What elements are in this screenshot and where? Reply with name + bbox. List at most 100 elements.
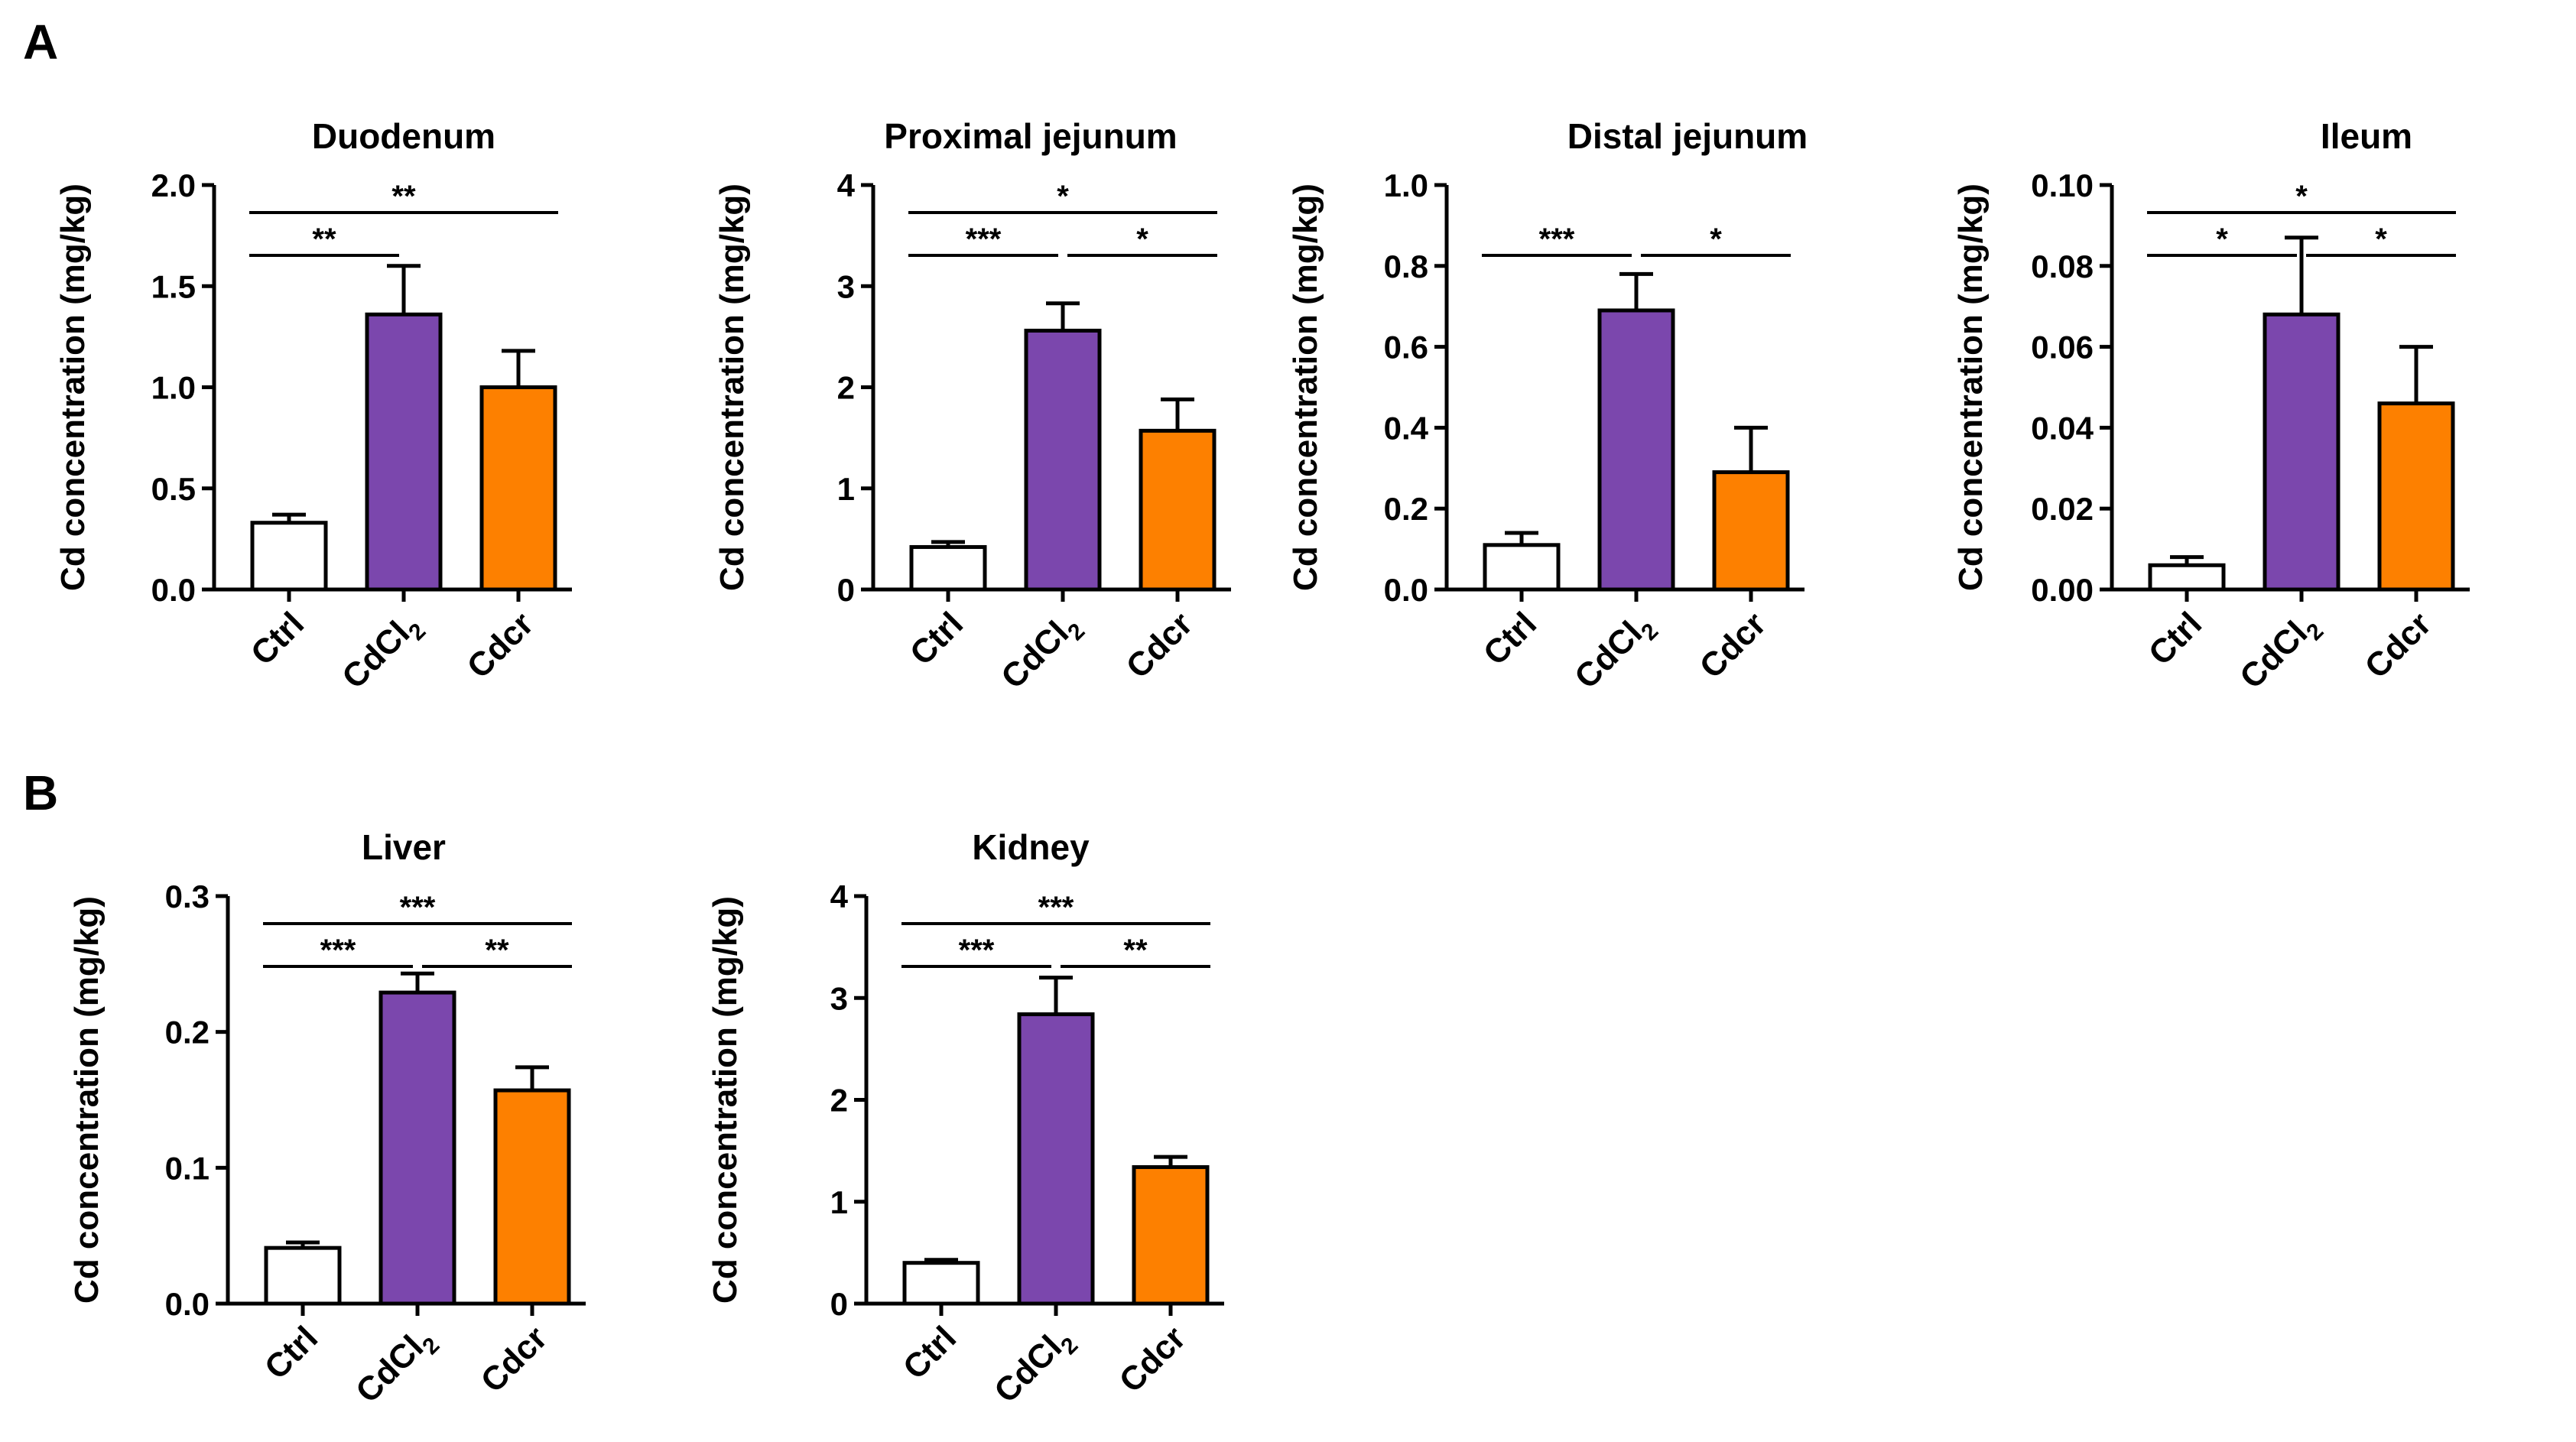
y-tick-label: 0 <box>837 572 855 608</box>
bar-cdcl2 <box>2263 312 2340 592</box>
significance-label: ** <box>391 180 416 213</box>
significance-label: ** <box>485 934 509 967</box>
bar-ctrl <box>264 1246 342 1306</box>
y-tick-label: 2 <box>837 370 855 406</box>
y-axis-label: Cd concentration (mg/kg) <box>1952 183 1990 591</box>
bar-ctrl <box>909 544 987 592</box>
y-axis-label: Cd concentration (mg/kg) <box>1287 183 1324 591</box>
y-tick-label: 0.8 <box>1384 248 1428 284</box>
bar-cdcr <box>1712 470 1790 592</box>
significance-label: ** <box>1123 934 1148 967</box>
bar-cdcl2 <box>1017 1012 1095 1306</box>
significance-label: * <box>1710 222 1722 256</box>
significance-label: * <box>2216 222 2228 256</box>
x-tick-label-cdcl2: CdCl2 <box>1567 605 1663 700</box>
y-tick-label: 4 <box>830 879 849 914</box>
x-tick-label-ctrl: Ctrl <box>244 605 311 672</box>
x-tick-label-cdcr: Cdcr <box>1693 605 1774 686</box>
significance-label: *** <box>959 934 995 967</box>
y-tick-label: 0.08 <box>2031 248 2094 284</box>
y-tick-label: 1.0 <box>1384 167 1428 203</box>
y-tick-label: 0.6 <box>1384 330 1428 365</box>
chart-title: Proximal jejunum <box>884 116 1177 156</box>
y-tick-label: 0.00 <box>2031 572 2094 608</box>
y-tick-label: 0.2 <box>1384 491 1428 527</box>
x-tick-label-ctrl: Ctrl <box>2142 605 2209 672</box>
y-tick-label: 2.0 <box>151 167 196 203</box>
y-tick-label: 0.1 <box>165 1150 210 1186</box>
bar-ctrl <box>250 521 328 592</box>
bar-cdcr <box>493 1088 571 1306</box>
y-tick-label: 0.4 <box>1384 410 1429 446</box>
y-axis-label: Cd concentration (mg/kg) <box>68 896 106 1304</box>
panel-label-a: A <box>23 15 59 70</box>
chart-title: Ileum <box>2321 116 2412 156</box>
chart-ileum: Ileum Cd concentration (mg/kg) 0.00 0.02 0.0… <box>1952 116 2470 700</box>
y-tick-label: 3 <box>830 980 848 1016</box>
chart-kidney: Kidney Cd concentration (mg/kg) 0 1 2 3 4 Ctrl C… <box>707 827 1224 1414</box>
y-tick-label: 0.0 <box>165 1286 210 1322</box>
y-tick-label: 0.0 <box>151 572 196 608</box>
y-tick-label: 0.0 <box>1384 572 1428 608</box>
chart-duodenum: Duodenum Cd concentration (mg/kg) 0.0 0.5 1.… <box>54 116 572 700</box>
significance-label: *** <box>320 934 356 967</box>
bar-ctrl <box>902 1261 980 1306</box>
chart-title: Kidney <box>972 827 1090 867</box>
bar-cdcr <box>1139 428 1217 592</box>
y-tick-label: 0 <box>830 1286 848 1322</box>
significance-label: *** <box>966 222 1002 256</box>
bar-cdcl2 <box>1597 308 1675 592</box>
chart-liver: Liver Cd concentration (mg/kg) 0.0 0.1 0.2 0.… <box>68 827 586 1414</box>
chart-title: Liver <box>362 827 446 867</box>
x-tick-label-ctrl: Ctrl <box>1476 605 1544 672</box>
x-tick-label-cdcl2: CdCl2 <box>349 1319 444 1414</box>
y-tick-label: 0.06 <box>2031 330 2094 365</box>
y-axis-label: Cd concentration (mg/kg) <box>713 183 751 591</box>
x-tick-label-cdcl2: CdCl2 <box>2233 605 2328 700</box>
significance-label: *** <box>1539 222 1575 256</box>
bar-cdcl2 <box>378 990 456 1306</box>
x-tick-label-cdcr: Cdcr <box>1119 605 1200 686</box>
y-tick-label: 2 <box>830 1083 848 1119</box>
y-tick-label: 3 <box>837 268 855 304</box>
y-tick-label: 1.0 <box>151 370 196 406</box>
chart-title: Distal jejunum <box>1567 116 1808 156</box>
x-tick-label-cdcl2: CdCl2 <box>994 605 1090 700</box>
bar-cdcl2 <box>1024 328 1102 592</box>
y-tick-label: 1 <box>830 1184 848 1220</box>
significance-label: *** <box>1038 891 1074 924</box>
x-tick-label-ctrl: Ctrl <box>896 1319 963 1386</box>
panel-label-b: B <box>23 765 59 820</box>
y-tick-label: 0.3 <box>165 879 210 914</box>
x-tick-label-ctrl: Ctrl <box>903 605 970 672</box>
y-axis-label: Cd concentration (mg/kg) <box>707 896 744 1304</box>
y-tick-label: 1 <box>837 471 855 507</box>
x-tick-label-cdcl2: CdCl2 <box>987 1319 1083 1414</box>
chart-title: Duodenum <box>312 116 495 156</box>
significance-label: * <box>2375 222 2387 256</box>
y-axis-label: Cd concentration (mg/kg) <box>54 183 92 591</box>
x-tick-label-cdcr: Cdcr <box>474 1319 555 1400</box>
bar-cdcr <box>479 385 557 592</box>
significance-label: *** <box>400 891 436 924</box>
significance-label: * <box>1136 222 1148 256</box>
y-tick-label: 1.5 <box>151 268 196 304</box>
significance-label: ** <box>312 222 336 256</box>
y-tick-label: 0.10 <box>2031 167 2094 203</box>
significance-label: * <box>1057 180 1069 213</box>
bar-ctrl <box>2148 563 2226 592</box>
bar-ctrl <box>1483 543 1561 592</box>
bar-cdcl2 <box>365 312 443 592</box>
x-tick-label-cdcl2: CdCl2 <box>335 605 430 700</box>
x-tick-label-cdcr: Cdcr <box>460 605 541 686</box>
y-tick-label: 4 <box>837 167 856 203</box>
chart-proximal-jejunum: Proximal jejunum Cd concentration (mg/kg)… <box>713 116 1231 700</box>
bar-cdcr <box>2377 401 2455 592</box>
y-tick-label: 0.02 <box>2031 491 2094 527</box>
y-tick-label: 0.2 <box>165 1015 210 1051</box>
x-tick-label-cdcr: Cdcr <box>1113 1319 1194 1400</box>
y-tick-label: 0.5 <box>151 471 196 507</box>
x-tick-label-cdcr: Cdcr <box>2358 605 2439 686</box>
y-tick-label: 0.04 <box>2031 410 2094 446</box>
